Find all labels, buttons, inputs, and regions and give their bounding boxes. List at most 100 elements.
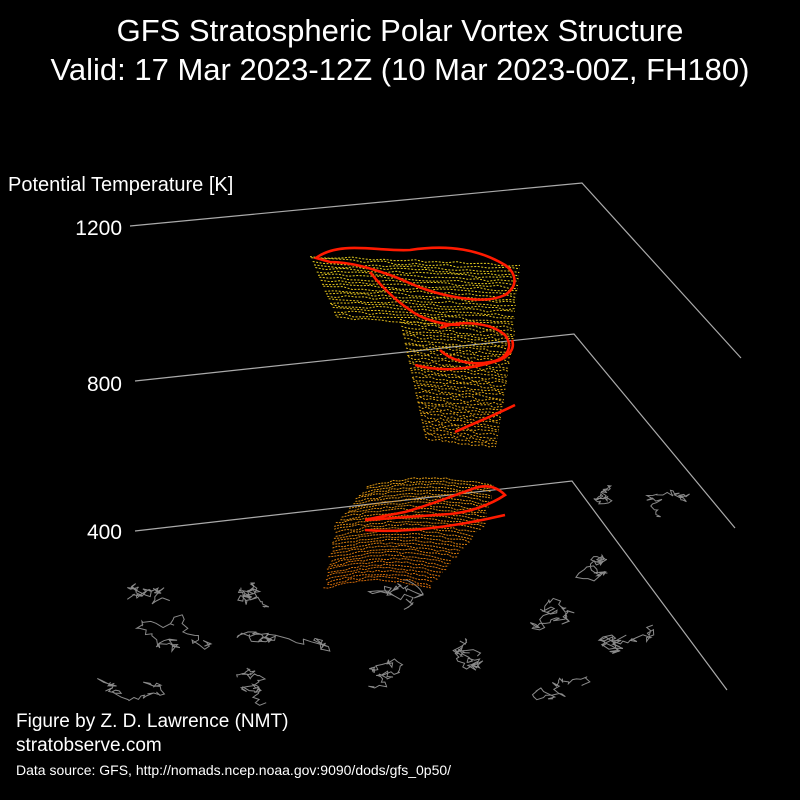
contour-line [421,419,500,431]
chart-subtitle: Valid: 17 Mar 2023-12Z (10 Mar 2023-00Z,… [50,52,750,87]
contour-line [415,390,504,404]
contour-line [416,396,503,409]
coastline-segment [645,489,690,518]
coastline-segment [134,614,213,653]
contour-line [401,329,514,341]
coastline-segment [368,658,404,689]
contour-line [419,409,501,422]
contour-line [312,261,520,273]
contour-line [366,480,491,489]
coastline-segment [531,676,591,701]
vortex-edge-contour [364,513,506,533]
coastline-segment [237,582,270,608]
contour-line [311,257,520,270]
coastline-segment [575,553,608,582]
contour-line [415,394,504,406]
contour-line [402,332,514,345]
contour-line [423,430,498,443]
contour-line [411,372,507,384]
contour-line [329,554,451,565]
coastline-segment [236,667,267,706]
coastline-segment [367,579,425,610]
vortex-lower-stack [323,477,494,589]
contour-line [316,270,519,282]
contour-line [335,523,477,533]
contour-line [332,538,464,549]
contour-line [355,492,489,503]
vortex-red-edges [313,246,516,533]
contour-line [406,350,511,364]
vortex-upper-stack [309,256,521,448]
contour-line [409,367,508,378]
contour-line [325,569,439,581]
contour-line [332,542,461,552]
plane-800 [134,333,736,529]
contour-line [313,264,520,277]
contour-line [423,427,498,439]
contour-line [417,402,502,415]
contour-line [331,303,515,318]
coastline-segment [236,631,331,652]
contour-line [335,527,474,537]
plane-1200 [129,182,742,359]
contour-line [353,495,488,505]
contour-line [327,573,434,584]
z-tick-label: 800 [86,373,122,396]
contour-line [419,412,501,424]
contour-line [355,489,492,500]
credit-author: Figure by Z. D. Lawrence (NMT) [16,711,289,732]
contour-line [348,501,486,512]
axis-frame [129,182,742,691]
contour-line [420,414,500,428]
contour-line [332,306,515,319]
contour-line [330,544,459,555]
contour-line [323,578,432,589]
contour-line [362,483,492,494]
vortex-edge-contour [364,485,508,522]
contour-line [324,290,517,301]
contour-line [331,551,452,562]
contour-line [309,256,521,267]
coastline-segment [597,624,655,654]
contour-line [405,347,511,359]
contour-line [411,376,507,387]
contour-line [326,566,441,577]
contour-line [328,557,449,568]
coastline-segment [593,484,613,505]
coastline-segment [452,638,484,671]
contour-line [403,337,513,350]
contour-line [401,325,515,338]
plane-400 [134,480,728,691]
contour-line [335,313,514,326]
contour-line [417,401,503,411]
contour-line [327,563,443,574]
vortex-edge-contour [368,271,461,327]
contour-line [366,477,494,488]
contour-line [407,355,510,369]
contour-line [340,510,485,521]
contour-line [405,344,512,356]
contour-line [332,536,467,545]
coastline-segment [127,583,170,605]
contour-line [400,322,515,336]
coastline-map [97,484,690,706]
chart-title: GFS Stratospheric Polar Vortex Structure [116,13,684,48]
contour-line [315,267,519,280]
contour-line [413,384,505,396]
contour-line [327,575,431,587]
contour-line [414,387,505,401]
contour-line [344,504,487,515]
contour-line [403,334,513,347]
vortex-edge-contour [414,339,515,371]
contour-line [328,548,459,558]
contour-line [332,532,471,544]
z-tick-label: 1200 [75,217,122,240]
credit-website: stratobserve.com [16,735,162,756]
contour-line [319,276,518,290]
contour-line [334,517,485,528]
vortex-edge-contour [313,246,516,301]
vortex-edge-contour [454,403,516,434]
contour-line [413,380,506,394]
z-axis-label: Potential Temperature [K] [8,174,234,196]
